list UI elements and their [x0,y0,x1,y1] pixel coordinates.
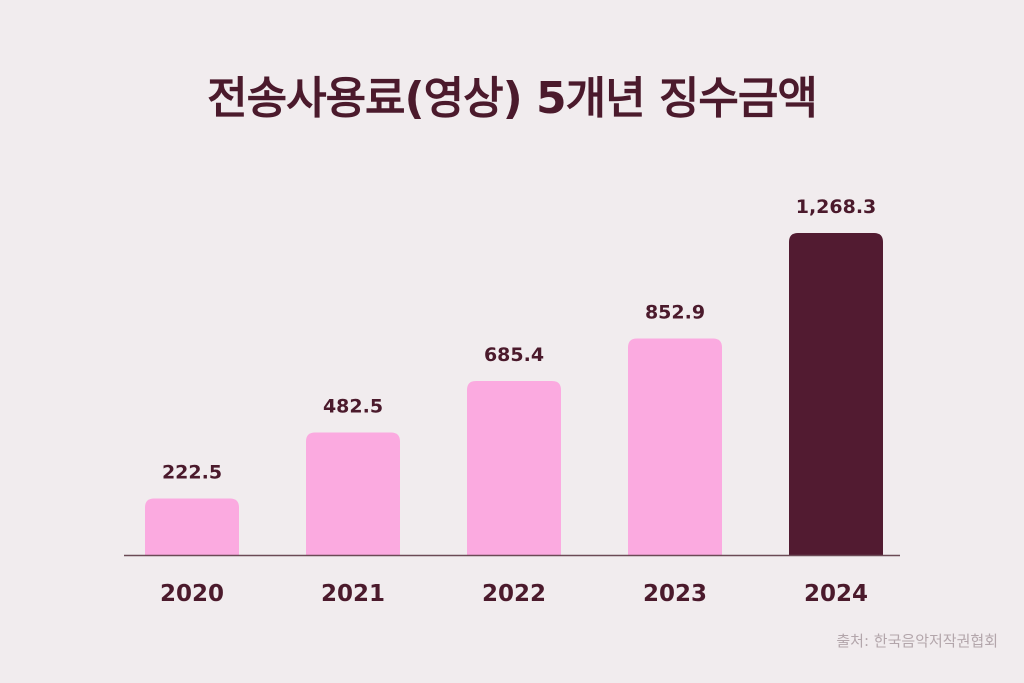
x-tick-label-2023: 2023 [643,581,707,607]
source-note: 출처: 한국음악저작권협회 [836,632,998,650]
x-tick-label-2022: 2022 [482,581,546,607]
x-tick-label-2024: 2024 [804,581,868,607]
value-label-2022: 685.4 [484,344,544,366]
bar-2020 [145,498,239,555]
x-tick-label-2021: 2021 [321,581,385,607]
value-label-2021: 482.5 [323,396,383,418]
value-label-2024: 1,268.3 [796,196,877,218]
bar-2022 [467,380,561,555]
chart-title: 전송사용료(영상) 5개년 징수금액 [207,73,818,124]
value-label-2023: 852.9 [645,301,705,323]
bar-2024 [789,233,883,555]
bar-2021 [306,432,400,555]
x-tick-label-2020: 2020 [160,581,224,607]
value-label-2020: 222.5 [162,462,222,484]
bar-2023 [628,338,722,555]
